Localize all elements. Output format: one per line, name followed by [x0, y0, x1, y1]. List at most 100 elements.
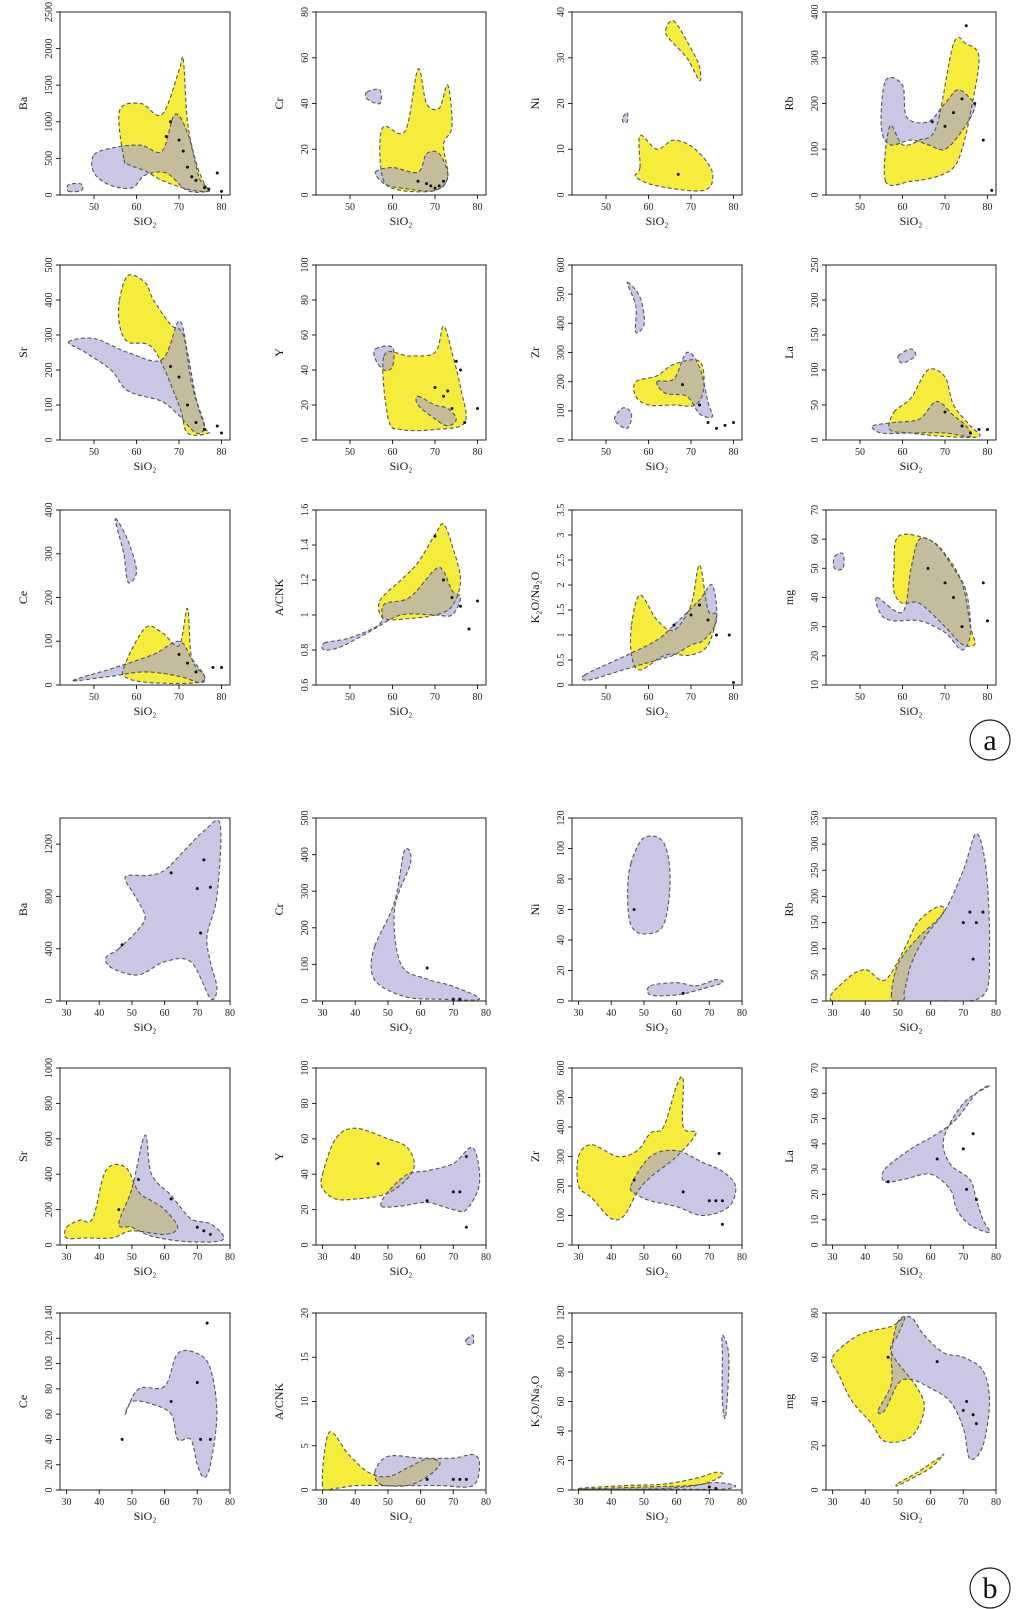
chart-3-1-xtick-label-2: 50	[383, 1008, 393, 1019]
chart-4-1-xtick-label-4: 70	[448, 1252, 458, 1263]
chart-3-3-ylabel: Rb	[782, 902, 796, 916]
chart-3-3-region-0-yellow	[830, 906, 945, 1001]
chart-5-3-xtick-label-5: 80	[991, 1497, 1001, 1508]
chart-2-3-ytick-label-0: 10	[810, 680, 821, 690]
chart-4-2-region-outline-1	[629, 1149, 737, 1217]
chart-4-0-overlap-0-0	[118, 1164, 178, 1239]
chart-4-3-xtick-label-3: 60	[926, 1252, 936, 1263]
chart-1-3-overlap-0-0	[888, 401, 972, 437]
chart-0-0-point-5	[203, 186, 206, 190]
chart-4-3-ytick-label-6: 60	[810, 1088, 821, 1098]
chart-5-1-xtick-label-4: 70	[448, 1497, 458, 1508]
chart-4-1-region-outline-0	[320, 1127, 415, 1201]
chart-3-1-xtick-label-4: 70	[448, 1008, 458, 1019]
chart-5-2-xtick-label-0: 30	[574, 1497, 584, 1508]
chart-5-3-xtick-label-1: 40	[860, 1497, 870, 1508]
chart-5-0-point-5	[208, 1437, 212, 1441]
chart-5-3-xlabel: SiO₂	[900, 1509, 923, 1523]
chart-0-1-region-2-lavender	[365, 89, 382, 104]
chart-0-0-ytick-label-0: 0	[44, 193, 55, 198]
chart-5-1-ytick-label-0: 0	[300, 1488, 311, 1493]
chart-2-0-region-outline-2	[114, 518, 138, 584]
chart-0-3-point-4	[964, 24, 968, 28]
chart-0-0-region-2-lavender	[66, 183, 83, 192]
chart-3-2-ylabel: Ni	[528, 903, 542, 916]
chart-1-2-frame	[571, 264, 743, 441]
chart-1-2-region-outline-3	[613, 407, 633, 429]
chart-1-2-point-3	[715, 426, 718, 430]
chart-1-3-point-1	[960, 424, 964, 428]
chart-0-2-xlabel: SiO₂	[646, 214, 669, 228]
chart-1-3-ytick-label-3: 150	[810, 328, 821, 343]
chart-2-3-region-outline-0	[892, 533, 976, 647]
chart-5-2-region-2-lavender	[721, 1335, 729, 1419]
chart-4-0-point-1	[136, 1178, 140, 1182]
chart-2-1-xtick-label-3: 80	[473, 692, 483, 703]
chart-4-1-ytick-label-3: 60	[300, 1134, 311, 1144]
chart-4-2-xtick-label-0: 30	[574, 1252, 584, 1263]
chart-0-1: 50 60 70 80 0 20 40 60 80 SiO₂ Cr	[272, 7, 487, 228]
chart-5-1-ytick-label-2: 10	[300, 1397, 311, 1407]
chart-4-2-point-2	[707, 1199, 711, 1203]
chart-1-3-frame	[825, 264, 997, 441]
chart-1-2-ytick-label-3: 300	[556, 345, 567, 360]
chart-5-0-point-3	[199, 1437, 203, 1441]
chart-1-0-point-3	[194, 421, 198, 424]
chart-0-3-point-0	[930, 120, 934, 124]
chart-0-3-xtick-label-3: 80	[983, 202, 993, 213]
chart-4-3-point-0	[886, 1180, 890, 1184]
chart-3-2-region-1-lavender	[647, 979, 723, 996]
chart-2-3-ytick-label-2: 30	[810, 622, 821, 632]
chart-2-1-xtick-label-2: 70	[430, 692, 440, 703]
chart-1-1-xtick-label-0: 50	[345, 447, 355, 458]
chart-3-1-xlabel: SiO₂	[390, 1020, 413, 1034]
chart-4-0-xtick-label-4: 70	[192, 1252, 202, 1263]
chart-1-2-xtick-label-3: 80	[729, 447, 739, 458]
chart-2-0-ytick-label-3: 300	[44, 546, 55, 561]
chart-1-1-region-outline-2	[415, 395, 457, 427]
chart-0-0: 50 60 70 80 0 500 1000 1500 2000 2500 SiO₂ Ba	[16, 2, 231, 228]
chart-3-2-point-0	[632, 908, 636, 911]
chart-0-0-ytick-label-5: 2500	[44, 2, 55, 22]
chart-3-3-xlabel: SiO₂	[900, 1020, 923, 1034]
chart-4-0-xtick-label-0: 30	[62, 1252, 72, 1263]
chart-5-3-ytick-label-3: 60	[810, 1352, 821, 1362]
chart-1-0-point-0	[169, 365, 172, 368]
chart-2-3-point-0	[926, 566, 930, 570]
chart-5-2-ytick-label-0: 0	[556, 1488, 567, 1493]
chart-4-3-ylabel: La	[782, 1149, 796, 1162]
chart-1-1-ytick-label-3: 60	[300, 330, 311, 340]
chart-2-2-frame	[571, 509, 743, 686]
chart-1-0-ytick-label-3: 300	[44, 328, 55, 343]
chart-0-1-region-outline-2	[364, 88, 382, 105]
chart-1-3-xtick-label-3: 80	[983, 447, 993, 458]
chart-5-3: 30 40 50 60 70 80 0 20 40 60 80 SiO₂ mg	[782, 1308, 1001, 1523]
chart-5-0-plot-area	[120, 1321, 218, 1478]
chart-4-2-point-1	[681, 1190, 685, 1194]
chart-1-3-ytick-label-4: 200	[810, 293, 821, 308]
chart-5-1-xtick-label-5: 80	[481, 1497, 491, 1508]
chart-2-1-plot-area	[321, 523, 479, 651]
chart-5-3-ytick-label-0: 0	[810, 1488, 821, 1493]
chart-2-1-point-0	[433, 534, 437, 538]
chart-2-1-ytick-label-0: 0.6	[300, 679, 311, 692]
chart-2-2-ytick-label-1: 0.5	[556, 654, 567, 667]
chart-4-2-ytick-label-4: 400	[556, 1120, 567, 1135]
chart-5-2-point-1	[714, 1487, 718, 1490]
chart-3-3: 30 40 50 60 70 80 0 50 100 150 200 250 300 350 SiO₂ Rb	[782, 811, 1001, 1035]
chart-2-1-point-1	[442, 578, 445, 582]
chart-1-3-region-outline-0	[888, 368, 981, 438]
chart-1-1-point-6	[454, 359, 458, 363]
chart-4-1-point-5	[464, 1225, 468, 1229]
chart-2-2-point-6	[732, 681, 735, 684]
chart-3-1-xtick-label-5: 80	[481, 1008, 491, 1019]
chart-2-1-xtick-label-1: 60	[388, 692, 398, 703]
chart-5-1-region-outline-0	[321, 1431, 441, 1490]
chart-3-2-xtick-label-2: 50	[639, 1008, 649, 1019]
chart-1-3-point-3	[977, 428, 981, 431]
chart-1-0-ylabel: Sr	[16, 347, 30, 358]
chart-4-1-region-1-lavender	[380, 1147, 480, 1212]
chart-1-2-ytick-label-1: 100	[556, 403, 567, 418]
chart-3-3-ytick-label-7: 350	[810, 811, 821, 826]
